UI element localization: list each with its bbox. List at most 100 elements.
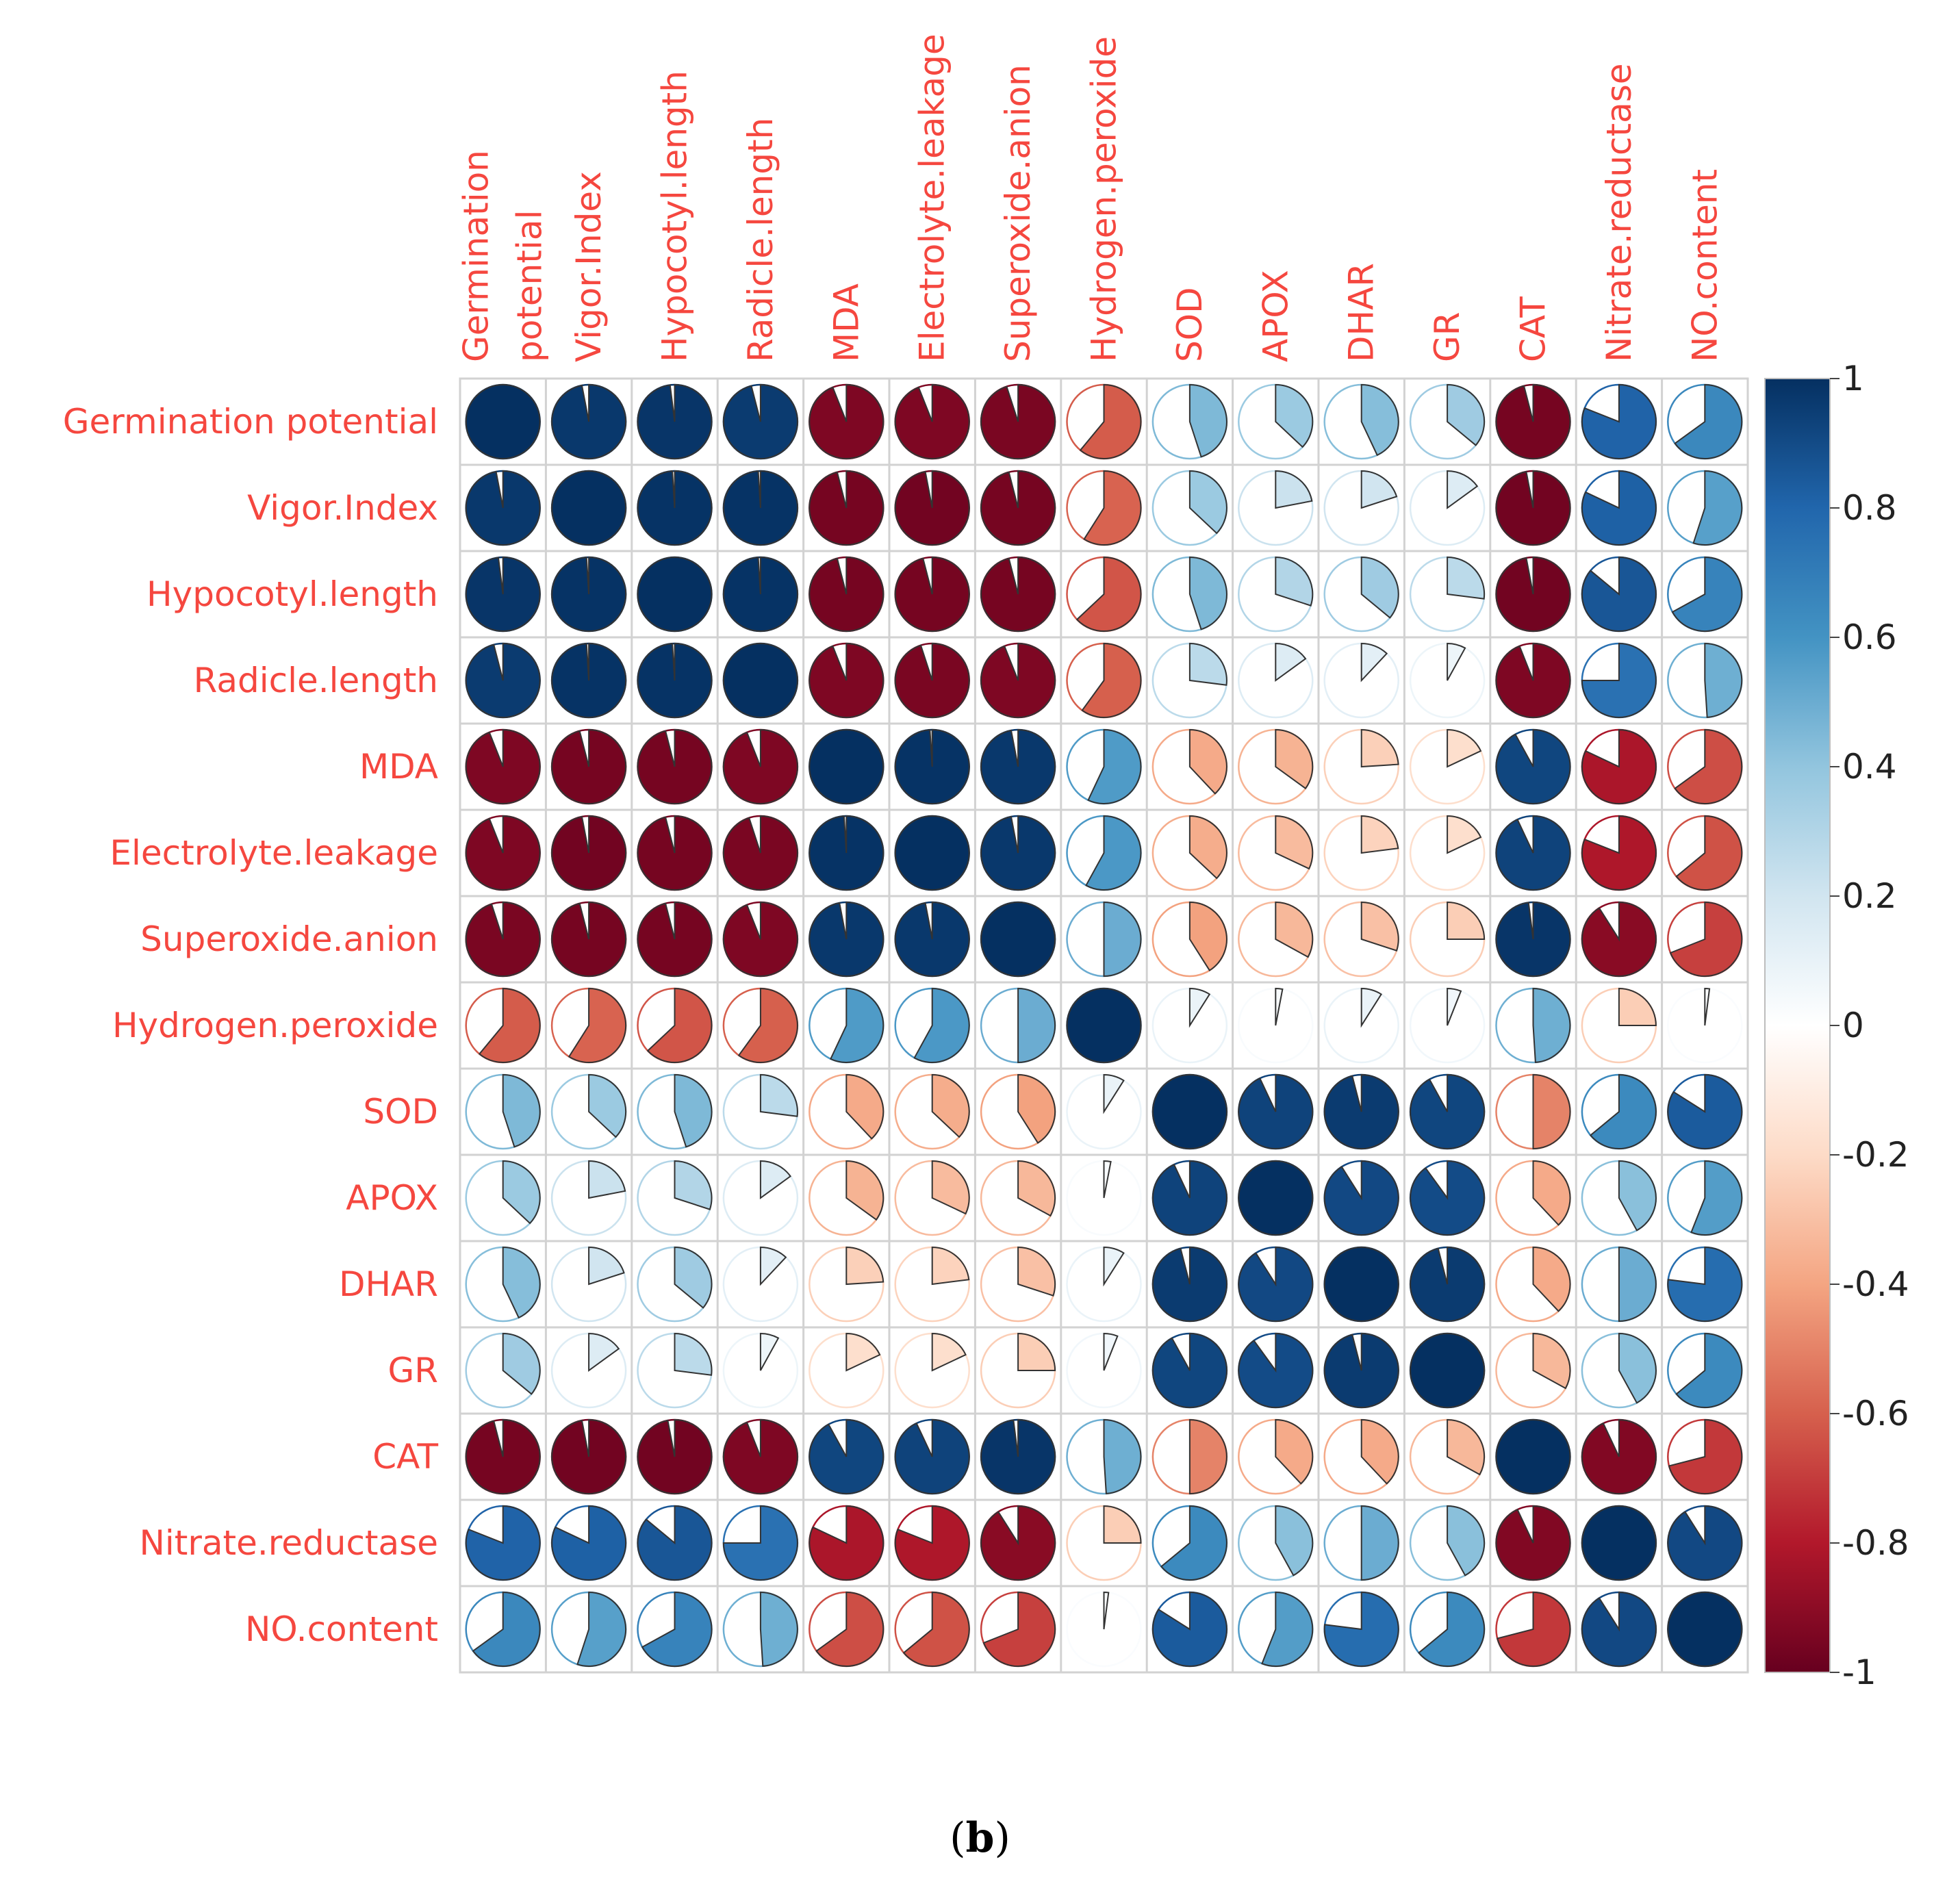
column-labels: Germination potential Vigor.Index Hypocotyl… <box>457 34 1725 362</box>
cell-3-1 <box>550 642 627 719</box>
pie-wedge <box>931 1160 970 1215</box>
pie-wedge <box>1275 470 1313 509</box>
cell-4-5 <box>894 728 970 805</box>
cell-0-5 <box>894 383 970 460</box>
cell-2-4 <box>809 556 884 633</box>
cell-12-11 <box>1409 1418 1486 1495</box>
pie-wedge <box>829 987 884 1063</box>
cell-11-1 <box>550 1332 627 1409</box>
pie-wedge <box>1618 1246 1657 1323</box>
cell-3-6 <box>980 642 1056 719</box>
cell-4-6 <box>980 728 1056 805</box>
pie-wedge <box>674 1246 713 1309</box>
cell-4-9 <box>1238 728 1314 805</box>
column-label: APOX <box>1256 270 1295 362</box>
pie-wedge <box>809 642 884 718</box>
cell-13-5 <box>894 1505 970 1581</box>
cell-12-0 <box>465 1418 541 1495</box>
pie-wedge <box>1495 1419 1571 1494</box>
correlation-cells <box>465 383 1743 1668</box>
pie-wedge <box>1618 1160 1657 1232</box>
pie-wedge <box>502 1332 541 1395</box>
pie-wedge <box>722 901 798 977</box>
pie-wedge <box>1066 988 1142 1063</box>
cell-7-11 <box>1409 987 1486 1064</box>
cell-0-8 <box>1151 383 1228 460</box>
pie-wedge <box>1017 987 1056 1064</box>
cell-12-1 <box>550 1418 627 1495</box>
pie-wedge <box>1496 1591 1571 1667</box>
pie-wedge <box>1085 815 1142 891</box>
cell-11-14 <box>1667 1332 1743 1409</box>
pie-wedge <box>1103 1505 1142 1544</box>
cell-3-4 <box>809 642 884 719</box>
cell-4-4 <box>809 728 884 805</box>
cell-3-9 <box>1238 642 1314 719</box>
pie-wedge <box>1667 1073 1743 1149</box>
colorbar-tick-label: 0 <box>1842 1006 1864 1045</box>
row-label: Nitrate.reductase <box>139 1523 438 1563</box>
cell-7-13 <box>1581 987 1657 1064</box>
cell-8-4 <box>809 1073 884 1150</box>
cell-6-10 <box>1323 901 1399 978</box>
cell-4-0 <box>465 728 541 805</box>
pie-wedge <box>1581 383 1657 459</box>
column-label: Electrolyte.leakage <box>913 34 952 362</box>
cell-12-7 <box>1066 1418 1142 1495</box>
cell-5-5 <box>894 815 970 891</box>
cell-13-11 <box>1409 1505 1486 1581</box>
pie-wedge <box>737 987 798 1063</box>
cell-7-12 <box>1495 987 1571 1064</box>
cell-5-0 <box>465 815 541 891</box>
cell-9-3 <box>722 1160 799 1236</box>
pie-wedge <box>982 1591 1056 1667</box>
pie-wedge <box>1188 383 1227 458</box>
cell-0-7 <box>1066 383 1142 460</box>
cell-8-13 <box>1581 1073 1657 1150</box>
pie-wedge <box>576 1591 627 1667</box>
cell-2-7 <box>1066 556 1142 633</box>
pie-wedge <box>894 383 970 459</box>
pie-wedge <box>1261 1591 1314 1667</box>
pie-wedge <box>722 643 798 718</box>
cell-14-0 <box>465 1591 541 1668</box>
cell-5-1 <box>550 815 627 891</box>
cell-9-11 <box>1409 1160 1486 1236</box>
cell-14-6 <box>980 1591 1056 1668</box>
cell-2-1 <box>550 556 627 633</box>
cell-5-10 <box>1323 815 1399 891</box>
pie-wedge <box>980 1505 1056 1581</box>
cell-4-8 <box>1151 728 1228 805</box>
cell-9-7 <box>1066 1160 1142 1236</box>
pie-wedge <box>1017 1246 1056 1297</box>
cell-11-12 <box>1495 1332 1571 1409</box>
cell-6-12 <box>1495 901 1571 978</box>
pie-wedge <box>1103 1591 1110 1630</box>
pie-wedge <box>1275 556 1314 607</box>
cell-2-0 <box>465 556 541 633</box>
pie-wedge <box>1447 1418 1486 1476</box>
pie-wedge <box>1151 1074 1227 1149</box>
pie-wedge <box>588 1160 626 1199</box>
cell-0-13 <box>1581 383 1657 460</box>
pie-wedge <box>1017 1332 1056 1371</box>
cell-10-1 <box>550 1246 627 1323</box>
pie-wedge <box>1017 1160 1056 1217</box>
cell-6-13 <box>1581 901 1657 978</box>
pie-wedge <box>980 383 1056 459</box>
cell-13-2 <box>637 1505 713 1581</box>
pie-wedge <box>722 470 798 546</box>
cell-1-14 <box>1667 470 1743 546</box>
colorbar-tick-label: 0.2 <box>1842 876 1897 916</box>
pie-wedge <box>637 557 713 632</box>
cell-11-8 <box>1151 1332 1228 1409</box>
cell-13-7 <box>1066 1505 1142 1581</box>
pie-wedge <box>759 1332 780 1371</box>
cell-10-14 <box>1667 1246 1743 1323</box>
pie-wedge <box>1532 987 1571 1063</box>
cell-11-0 <box>465 1332 541 1409</box>
cell-0-10 <box>1323 383 1399 460</box>
column-label: Radicle.length <box>741 118 780 362</box>
cell-14-4 <box>809 1591 884 1668</box>
pie-wedge <box>1581 1591 1657 1667</box>
